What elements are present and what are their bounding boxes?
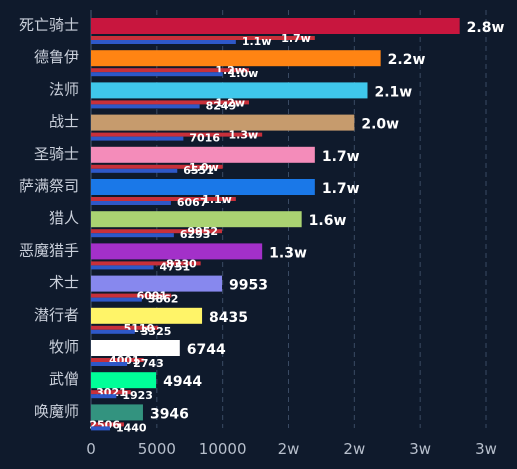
bar-secondary: [91, 229, 223, 234]
bar-secondary: [91, 68, 249, 73]
category-label: 唤魔师: [34, 402, 79, 420]
x-tick-label: 2w: [278, 440, 300, 458]
category-label: 战士: [49, 113, 79, 131]
bar-tertiary-value-label: 6067: [177, 196, 208, 209]
bar-secondary-value-label: 9952: [187, 225, 218, 238]
bar-secondary-value-label: 1.3w: [229, 129, 259, 142]
bar-primary-value-label: 6744: [187, 342, 226, 358]
bar-primary-value-label: 2.0w: [361, 117, 399, 133]
bar-tertiary-value-label: 8249: [206, 99, 237, 112]
bar-tertiary: [91, 394, 117, 399]
bar-tertiary: [91, 265, 154, 270]
category-label: 死亡骑士: [19, 16, 79, 34]
bar-secondary: [91, 36, 315, 40]
bar-primary: [91, 275, 223, 292]
x-tick-label: 10000: [199, 440, 247, 458]
bar-secondary-value-label: 1.7w: [281, 32, 311, 45]
bar-primary-value-label: 1.7w: [322, 149, 360, 165]
bar-tertiary: [91, 201, 171, 205]
bar-primary: [91, 50, 381, 67]
bar-primary-value-label: 1.7w: [322, 181, 360, 197]
bar-primary: [91, 340, 180, 356]
bar-secondary-value-label: 8330: [166, 257, 197, 270]
category-label: 术士: [49, 274, 79, 292]
x-tick-label: 5000: [138, 440, 176, 458]
x-tick-label: 3w: [475, 440, 497, 458]
bar-secondary: [91, 100, 249, 105]
bar-secondary: [91, 390, 131, 395]
bar-tertiary-value-label: 3862: [148, 293, 179, 306]
bar-primary: [91, 146, 315, 163]
bar-tertiary-value-label: 6551: [183, 164, 214, 177]
bar-primary-value-label: 4944: [163, 374, 202, 390]
bar-tertiary: [91, 329, 135, 334]
x-tick-label: 0: [86, 440, 96, 458]
bar-tertiary-value-label: 1.0w: [229, 67, 259, 80]
bar-secondary-value-label: 1.0w: [189, 161, 219, 174]
bar-secondary: [91, 293, 172, 298]
category-label: 萨满祭司: [19, 177, 79, 195]
category-label: 武僧: [49, 370, 79, 388]
x-tick-label: 3w: [409, 440, 431, 458]
bar-primary: [91, 18, 460, 34]
bar-tertiary-value-label: 3325: [141, 325, 172, 338]
bars: 2.8w1.7w1.1w2.2w1.2w1.0w2.1w1.2w82492.0w…: [89, 18, 504, 434]
bar-secondary: [91, 358, 144, 362]
bar-tertiary: [91, 40, 236, 44]
category-label: 潜行者: [34, 306, 79, 324]
bar-tertiary-value-label: 1.1w: [242, 35, 272, 48]
bar-secondary: [91, 132, 263, 137]
bar-primary-value-label: 9953: [229, 278, 268, 294]
bar-primary-value-label: 1.6w: [309, 213, 347, 229]
bar-secondary-value-label: 6091: [137, 290, 168, 303]
bar-primary: [91, 114, 355, 131]
category-label: 猎人: [49, 209, 79, 227]
bar-tertiary: [91, 297, 142, 302]
bar-primary-value-label: 2.1w: [375, 84, 413, 100]
bar-primary: [91, 307, 203, 324]
category-label: 圣骑士: [34, 145, 79, 163]
x-axis-ticks: 0 5000 10000 2w 2w 3w 3w: [86, 440, 497, 458]
category-label: 法师: [49, 80, 79, 98]
bar-secondary: [91, 422, 124, 427]
bar-primary-value-label: 2.8w: [467, 20, 505, 36]
category-label: 恶魔猎手: [19, 241, 79, 259]
bar-tertiary-value-label: 1440: [116, 421, 147, 434]
bar-tertiary: [91, 104, 200, 109]
bar-secondary: [91, 164, 223, 169]
bar-primary-value-label: 2.2w: [388, 52, 426, 68]
bar-tertiary-value-label: 4751: [160, 260, 191, 273]
bar-tertiary: [91, 136, 184, 141]
bar-primary: [91, 404, 143, 421]
bar-primary-value-label: 8435: [209, 310, 248, 326]
bar-tertiary: [91, 72, 223, 77]
bar-secondary-value-label: 1.2w: [215, 64, 245, 77]
bar-primary: [91, 372, 157, 389]
bar-secondary: [91, 197, 236, 201]
bar-primary: [91, 179, 315, 195]
bar-secondary-value-label: 1.1w: [202, 193, 232, 206]
bar-tertiary: [91, 233, 174, 238]
category-label: 牧师: [49, 338, 79, 356]
bar-tertiary-value-label: 1923: [122, 389, 153, 402]
bar-primary-value-label: 1.3w: [269, 245, 307, 261]
bar-tertiary-value-label: 6293: [180, 228, 211, 241]
bar-secondary: [91, 325, 159, 330]
bar-secondary: [91, 261, 201, 266]
bar-primary: [91, 211, 302, 228]
bar-secondary-value-label: 1.2w: [215, 96, 245, 109]
x-tick-label: 2w: [343, 440, 365, 458]
bar-tertiary-value-label: 2743: [133, 357, 164, 370]
bar-tertiary: [91, 362, 128, 366]
bar-primary-value-label: 3946: [150, 406, 189, 422]
bar-tertiary-value-label: 7016: [189, 132, 220, 145]
category-label: 德鲁伊: [34, 48, 79, 66]
bar-primary: [91, 243, 263, 260]
bar-tertiary: [91, 426, 110, 431]
bar-primary: [91, 82, 368, 99]
bar-tertiary: [91, 168, 178, 173]
